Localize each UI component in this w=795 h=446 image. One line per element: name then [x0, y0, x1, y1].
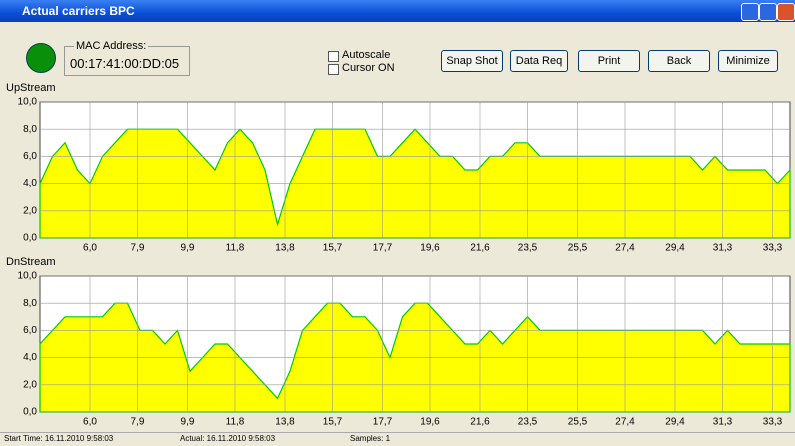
x-tick-label: 15,7 — [323, 417, 343, 428]
x-tick-label: 23,5 — [518, 243, 538, 254]
x-tick-label: 27,4 — [615, 417, 635, 428]
x-tick-label: 7,9 — [131, 243, 145, 254]
button[interactable]: Snap Shot — [441, 50, 503, 72]
checkbox[interactable] — [328, 51, 339, 62]
checkbox-label[interactable]: Cursor ON — [342, 62, 395, 74]
window-title: Actual carriers BPC — [22, 4, 135, 18]
x-tick-label: 15,7 — [323, 243, 343, 254]
button[interactable]: Data Req — [510, 50, 568, 72]
x-tick-label: 21,6 — [470, 417, 490, 428]
button[interactable]: Print — [578, 50, 640, 72]
x-tick-label: 11,8 — [226, 243, 245, 254]
x-tick-label: 13,8 — [275, 417, 295, 428]
status-text: Actual: 16.11.2010 9:58:03 — [180, 434, 276, 443]
checkbox[interactable] — [328, 64, 339, 75]
x-tick-label: 31,3 — [713, 243, 733, 254]
button[interactable]: Back — [648, 50, 710, 72]
x-tick-label: 19,6 — [420, 243, 440, 254]
x-tick-label: 25,5 — [568, 417, 588, 428]
y-tick-label: 6,0 — [23, 325, 37, 336]
status-text: Samples: 1 — [350, 434, 391, 443]
chart: 0,0 2,0 4,0 6,0 8,0 10,0 6,0 7,9 9,9 11,8 13,8 15,7… — [18, 97, 791, 254]
x-tick-label: 7,9 — [131, 417, 145, 428]
x-tick-label: 33,3 — [763, 243, 783, 254]
minimize-control[interactable] — [741, 3, 759, 21]
x-tick-label: 25,5 — [568, 243, 588, 254]
y-tick-label: 2,0 — [23, 205, 37, 216]
x-tick-label: 33,3 — [763, 417, 783, 428]
x-tick-label: 6,0 — [83, 417, 97, 428]
mac-value: 00:17:41:00:DD:05 — [70, 56, 180, 71]
y-tick-label: 2,0 — [23, 379, 37, 390]
y-tick-label: 8,0 — [23, 124, 37, 135]
x-tick-label: 17,7 — [373, 243, 393, 254]
x-tick-label: 31,3 — [713, 417, 733, 428]
x-tick-label: 9,9 — [181, 243, 195, 254]
x-tick-label: 29,4 — [665, 243, 685, 254]
chart-title: UpStream — [6, 82, 56, 94]
chart-title: DnStream — [6, 256, 56, 268]
status-text: Start Time: 16.11.2010 9:58:03 — [4, 434, 114, 443]
y-tick-label: 10,0 — [18, 271, 38, 282]
y-tick-label: 0,0 — [23, 233, 37, 244]
x-tick-label: 11,8 — [226, 417, 245, 428]
status-led — [26, 43, 56, 73]
status-bar — [0, 432, 795, 446]
y-tick-label: 10,0 — [18, 97, 38, 108]
x-tick-label: 6,0 — [83, 243, 97, 254]
close-control[interactable] — [777, 3, 795, 21]
maximize-control[interactable] — [759, 3, 777, 21]
checkbox-label[interactable]: Autoscale — [342, 49, 391, 61]
mac-label: MAC Address: — [74, 40, 149, 52]
x-tick-label: 27,4 — [615, 243, 635, 254]
chart: 0,0 2,0 4,0 6,0 8,0 10,0 6,0 7,9 9,9 11,8 13,8 15,7… — [18, 271, 791, 428]
y-tick-label: 8,0 — [23, 298, 37, 309]
y-tick-label: 4,0 — [23, 352, 37, 363]
y-tick-label: 0,0 — [23, 407, 37, 418]
x-tick-label: 9,9 — [181, 417, 195, 428]
x-tick-label: 13,8 — [275, 243, 295, 254]
y-tick-label: 4,0 — [23, 178, 37, 189]
x-tick-label: 29,4 — [665, 417, 685, 428]
button[interactable]: Minimize — [718, 50, 778, 72]
title-bar — [0, 0, 795, 22]
x-tick-label: 21,6 — [470, 243, 490, 254]
y-tick-label: 6,0 — [23, 151, 37, 162]
x-tick-label: 23,5 — [518, 417, 538, 428]
x-tick-label: 19,6 — [420, 417, 440, 428]
x-tick-label: 17,7 — [373, 417, 393, 428]
